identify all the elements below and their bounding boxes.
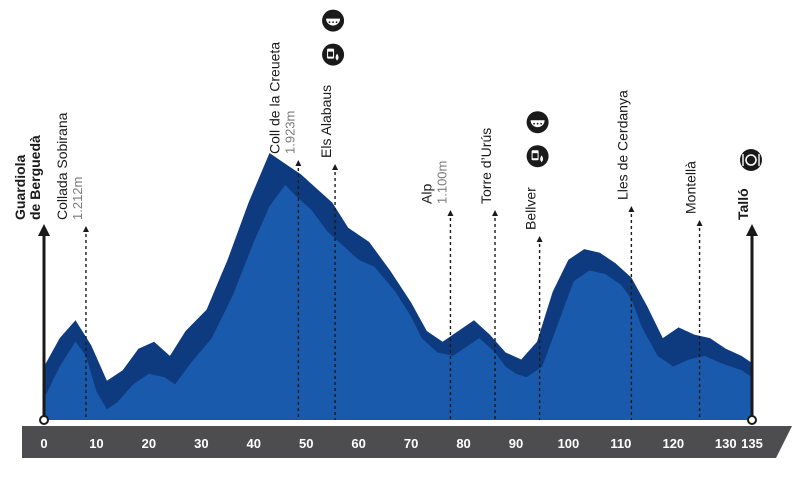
x-tick-label: 80 (456, 436, 470, 451)
x-tick-label: 50 (299, 436, 313, 451)
marker-label: Lles de Cerdanya (614, 90, 630, 200)
marker-tip (628, 206, 635, 212)
drink-icon (526, 145, 549, 168)
marker-label: Alp (418, 184, 434, 204)
watermelon-icon (322, 9, 345, 32)
marker-dot (39, 415, 49, 425)
marker-label: Montellà (683, 161, 699, 214)
marker-label: Torre d’Urús (478, 128, 494, 204)
marker-altitude: 1.100m (434, 161, 449, 204)
marker-label: de Berguedà (27, 135, 43, 220)
meal-icon (740, 149, 762, 171)
marker-tip (295, 160, 302, 166)
x-tick-label: 100 (558, 436, 580, 451)
arrow-up-icon (38, 224, 50, 236)
marker-tip (536, 236, 543, 242)
waypoint-marker: Guardiola de Berguedà (12, 135, 50, 425)
x-tick-label: 70 (404, 436, 418, 451)
marker-altitude: 1.923m (282, 111, 297, 154)
marker-label: Els Alabaus (318, 85, 334, 158)
x-tick-label: 90 (509, 436, 523, 451)
x-tick-label: 130 (715, 436, 737, 451)
arrow-up-icon (746, 224, 758, 236)
marker-tip (447, 210, 454, 216)
waypoint-marker: Torre d’Urús (478, 128, 499, 420)
x-tick-label: 40 (247, 436, 261, 451)
marker-label: Bellver (523, 187, 539, 230)
marker-tip (82, 226, 89, 232)
x-tick-label: 60 (351, 436, 365, 451)
marker-altitude: 1.212m (70, 177, 85, 220)
x-tick-label: 10 (89, 436, 103, 451)
marker-tip (696, 220, 703, 226)
waypoint-marker: Talló (735, 149, 762, 425)
x-tick-label: 20 (142, 436, 156, 451)
marker-label: Coll de la Creueta (266, 42, 282, 154)
profile-front-area (44, 185, 752, 420)
waypoint-marker: Lles de Cerdanya (614, 90, 635, 420)
x-tick-label: 110 (610, 436, 631, 451)
watermelon-icon (526, 111, 549, 134)
waypoint-marker: Montellà (683, 161, 703, 420)
x-tick-label: 30 (194, 436, 208, 451)
waypoint-marker: Collada Sobirana 1.212m (54, 112, 89, 420)
marker-label: Guardiola (12, 154, 28, 220)
marker-tip (332, 164, 339, 170)
marker-label: Collada Sobirana (54, 112, 70, 220)
waypoint-marker: Alp 1.100m (418, 161, 454, 420)
waypoint-marker: Coll de la Creueta 1.923m (266, 42, 302, 420)
x-tick-label: 120 (662, 436, 684, 451)
waypoint-markers: Guardiola de Berguedà Collada Sobirana 1.21… (12, 9, 762, 425)
drink-icon (322, 43, 345, 66)
marker-label: Talló (735, 188, 751, 220)
marker-dot (747, 415, 757, 425)
x-tick-label: 135 (741, 436, 763, 451)
x-axis: 0 10 20 30 40 50 60 70 80 90 100 110 120 130 135 (22, 426, 792, 458)
waypoint-marker: Els Alabaus (318, 9, 345, 420)
marker-tip (492, 210, 499, 216)
x-tick-label: 0 (40, 436, 47, 451)
axis-band (22, 426, 792, 458)
profile-front-layer (44, 185, 752, 420)
waypoint-marker: Bellver (523, 111, 549, 420)
